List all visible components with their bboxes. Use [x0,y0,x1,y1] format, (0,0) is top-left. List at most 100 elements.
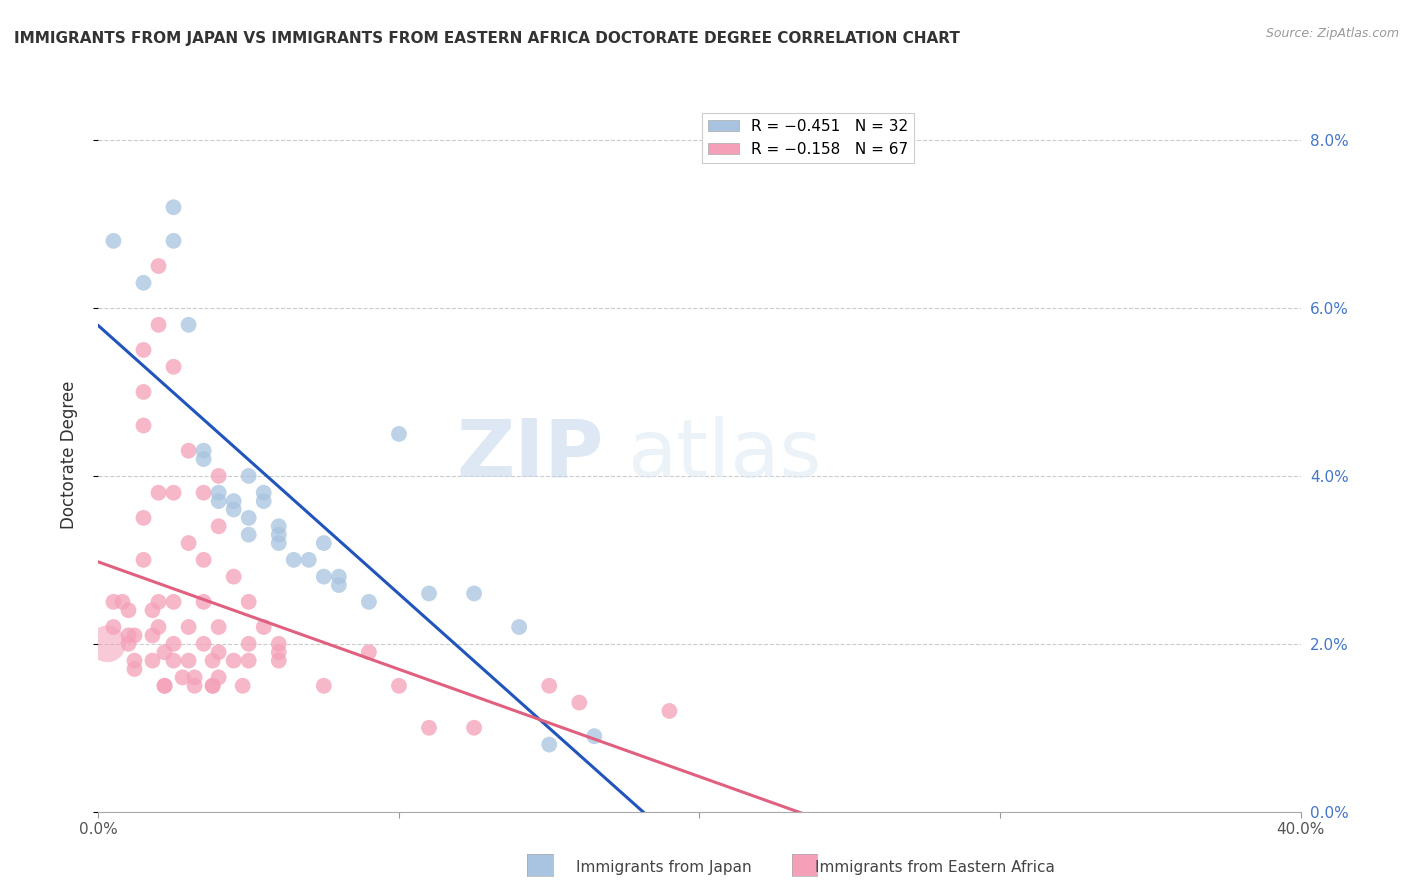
Point [148,259,170,273]
Point [153,679,176,693]
Point [193,452,215,467]
Point [208,645,231,659]
Point [111,595,134,609]
Point [117,603,139,617]
Y-axis label: Doctorate Degree: Doctorate Degree [59,381,77,529]
Point [132,418,155,433]
Point [222,569,245,583]
Point [238,469,260,483]
Point [177,536,200,550]
Point [193,637,215,651]
Point [193,443,215,458]
Point [148,318,170,332]
Point [201,654,224,668]
Point [201,679,224,693]
Point [238,637,260,651]
Point [238,654,260,668]
Point [232,679,254,693]
Point [148,595,170,609]
Point [312,679,335,693]
Point [328,569,350,583]
Point [583,729,606,743]
Point [162,637,184,651]
Point [538,679,561,693]
Point [463,721,485,735]
Text: Immigrants from Eastern Africa: Immigrants from Eastern Africa [815,860,1056,874]
Point [96,637,118,651]
Text: IMMIGRANTS FROM JAPAN VS IMMIGRANTS FROM EASTERN AFRICA DOCTORATE DEGREE CORRELA: IMMIGRANTS FROM JAPAN VS IMMIGRANTS FROM… [14,31,960,46]
Point [132,384,155,399]
Point [222,654,245,668]
Point [193,553,215,567]
Point [463,586,485,600]
Point [177,318,200,332]
Point [208,469,231,483]
Point [141,654,163,668]
Point [253,620,276,634]
Point [177,620,200,634]
Point [208,494,231,508]
Point [658,704,681,718]
Point [538,738,561,752]
Point [148,485,170,500]
Point [208,670,231,684]
Point [117,628,139,642]
Point [508,620,530,634]
Text: Source: ZipAtlas.com: Source: ZipAtlas.com [1265,27,1399,40]
Point [132,343,155,357]
Point [103,595,125,609]
Point [201,679,224,693]
Point [124,628,146,642]
Point [283,553,305,567]
Text: atlas: atlas [627,416,821,494]
Point [208,485,231,500]
Point [238,595,260,609]
Point [253,485,276,500]
Point [238,527,260,541]
Point [103,620,125,634]
Legend: R = −0.451   N = 32, R = −0.158   N = 67: R = −0.451 N = 32, R = −0.158 N = 67 [702,113,914,162]
Point [132,511,155,525]
Point [222,502,245,516]
Point [103,234,125,248]
Point [267,536,290,550]
Point [148,620,170,634]
Point [132,553,155,567]
Point [117,637,139,651]
Point [153,679,176,693]
Point [222,494,245,508]
Point [267,637,290,651]
Point [162,485,184,500]
Point [193,595,215,609]
Point [357,595,380,609]
Point [177,443,200,458]
Point [132,276,155,290]
Point [141,628,163,642]
Point [172,670,194,684]
Point [298,553,321,567]
Point [328,578,350,592]
Point [267,654,290,668]
Point [162,654,184,668]
Point [238,511,260,525]
Point [162,234,184,248]
Point [312,569,335,583]
Point [357,645,380,659]
Point [162,359,184,374]
Point [388,426,411,441]
Text: ZIP: ZIP [456,416,603,494]
Point [418,721,440,735]
Point [267,527,290,541]
Point [183,670,205,684]
Point [267,519,290,533]
Point [153,645,176,659]
Point [418,586,440,600]
Point [253,494,276,508]
Point [124,662,146,676]
Point [124,654,146,668]
Point [141,603,163,617]
Point [208,620,231,634]
Point [193,485,215,500]
Point [388,679,411,693]
Point [267,645,290,659]
